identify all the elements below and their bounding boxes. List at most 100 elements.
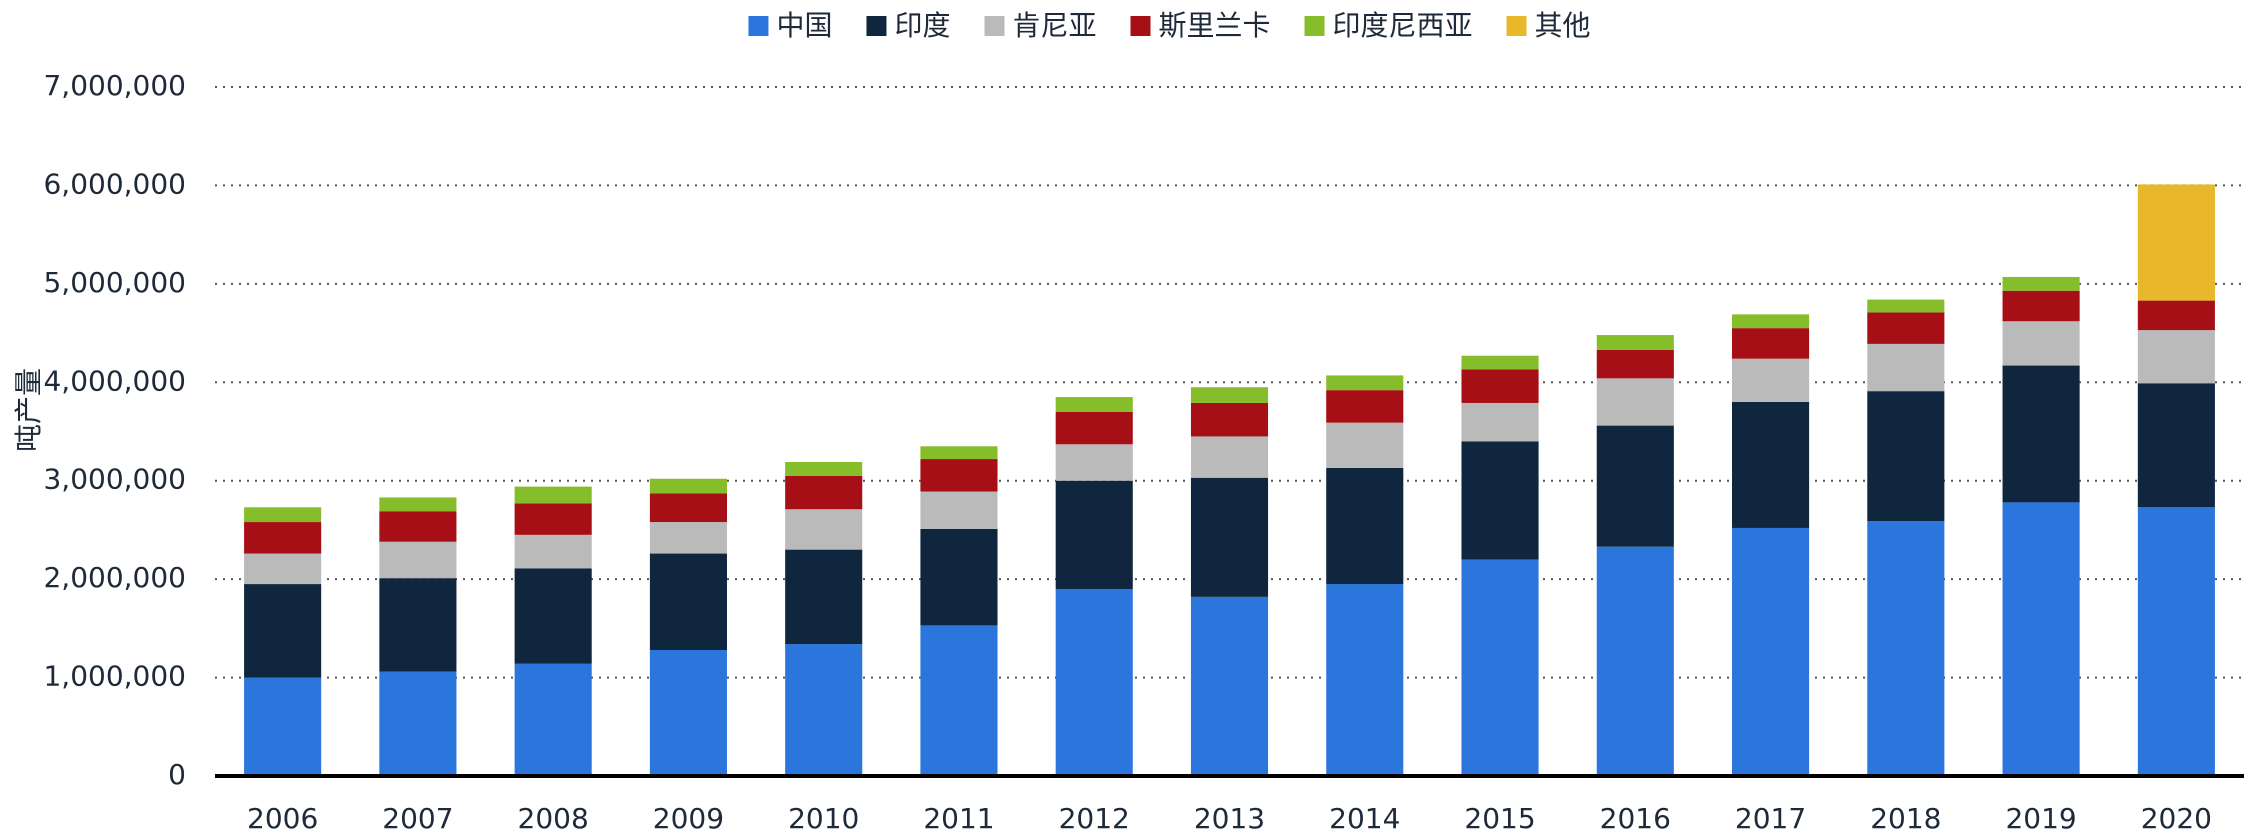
bar-segment	[1867, 299, 1945, 313]
bar-segment	[1732, 314, 1810, 329]
bar-segment	[649, 478, 727, 494]
bar-segment	[514, 534, 592, 569]
x-tick-label: 2016	[1600, 802, 1671, 833]
bar-segment	[1461, 369, 1539, 403]
x-tick-label: 2015	[1464, 802, 1535, 833]
bar-segment	[2002, 276, 2080, 291]
x-tick-label: 2006	[247, 802, 318, 833]
y-tick-label: 6,000,000	[43, 167, 186, 200]
y-tick-label: 3,000,000	[43, 463, 186, 496]
bar-segment	[1055, 480, 1133, 589]
legend-label: 印度尼西亚	[1333, 9, 1473, 42]
bar-segment	[649, 522, 727, 554]
bar-segment	[785, 462, 863, 476]
legend-swatch	[1304, 16, 1325, 36]
bar-segment	[244, 677, 322, 776]
bar-segment	[1190, 387, 1269, 403]
bar-segment	[379, 497, 457, 512]
legend-swatch	[748, 16, 769, 36]
x-tick-label: 2012	[1059, 802, 1130, 833]
bar-segment	[379, 578, 457, 672]
bar-segment	[2137, 184, 2215, 301]
legend-label: 中国	[776, 9, 832, 42]
bar-segment	[785, 549, 863, 645]
bar-segment	[920, 491, 998, 529]
x-tick-label: 2018	[1870, 802, 1941, 833]
bar-segment	[1190, 436, 1269, 478]
bar-segment	[379, 511, 457, 542]
bar-segment	[1326, 422, 1404, 468]
x-tick-label: 2019	[2005, 802, 2076, 833]
x-tick-label: 2007	[382, 802, 453, 833]
bar-segment	[514, 486, 592, 504]
bar-segment	[244, 522, 322, 554]
bar-segment	[920, 446, 998, 460]
x-tick-label: 2009	[653, 802, 724, 833]
x-tick-label: 2020	[2141, 802, 2212, 833]
bar-segment	[1326, 584, 1404, 776]
y-tick-label: 5,000,000	[43, 266, 186, 299]
bar-segment	[1867, 312, 1945, 344]
bar-segment	[1190, 402, 1269, 437]
bar-segment	[1867, 343, 1945, 392]
bar-segment	[920, 625, 998, 776]
x-tick-label: 2013	[1194, 802, 1265, 833]
bar-segment	[2002, 502, 2080, 776]
bar-segment	[244, 507, 322, 523]
legend-swatch	[866, 16, 887, 36]
bar-segment	[785, 475, 863, 510]
y-tick-label: 2,000,000	[43, 561, 186, 594]
bar-segment	[2137, 300, 2215, 331]
legend-swatch	[984, 16, 1005, 36]
bar-segment	[514, 568, 592, 664]
y-tick-label: 4,000,000	[43, 364, 186, 397]
bar-segment	[1867, 391, 1945, 522]
bar-segment	[514, 503, 592, 535]
bar-segment	[1461, 441, 1539, 560]
legend-label: 其他	[1535, 9, 1591, 42]
x-tick-label: 2014	[1329, 802, 1400, 833]
legend-swatch	[1130, 16, 1151, 36]
legend-swatch	[1506, 16, 1527, 36]
bar-segment	[785, 509, 863, 550]
x-tick-label: 2011	[923, 802, 994, 833]
bar-segment	[2002, 365, 2080, 503]
bar-segment	[1190, 596, 1269, 776]
bar-segment	[1055, 588, 1133, 776]
y-tick-label: 0	[168, 758, 186, 791]
x-tick-label: 2010	[788, 802, 859, 833]
bar-segment	[1596, 335, 1674, 350]
legend-label: 斯里兰卡	[1159, 9, 1271, 42]
bar-segment	[1732, 527, 1810, 776]
bar-segment	[514, 663, 592, 776]
bar-segment	[2137, 507, 2215, 776]
bar-segment	[2002, 290, 2080, 322]
bar-segment	[244, 553, 322, 585]
bar-segment	[1055, 444, 1133, 481]
bar-segment	[649, 553, 727, 651]
bar-segment	[379, 671, 457, 776]
bar-segment	[2137, 330, 2215, 384]
bar-segment	[1596, 546, 1674, 776]
bar-segment	[1055, 397, 1133, 412]
legend-label: 印度	[894, 9, 950, 42]
bar-segment	[1326, 390, 1404, 423]
bar-segment	[1596, 425, 1674, 547]
bar-segment	[1596, 349, 1674, 379]
bar-segment	[244, 584, 322, 678]
bar-segment	[379, 541, 457, 579]
bar-segment	[920, 459, 998, 492]
bar-segment	[649, 493, 727, 523]
bar-segment	[785, 644, 863, 776]
x-tick-label: 2017	[1735, 802, 1806, 833]
bar-segment	[2002, 321, 2080, 366]
bar-segment	[1461, 559, 1539, 776]
bar-segment	[1190, 477, 1269, 597]
x-tick-label: 2008	[518, 802, 589, 833]
bar-segment	[1326, 375, 1404, 391]
bar-segment	[649, 650, 727, 776]
bar-segment	[1867, 521, 1945, 776]
y-tick-label: 1,000,000	[43, 660, 186, 693]
bar-segment	[1596, 378, 1674, 426]
